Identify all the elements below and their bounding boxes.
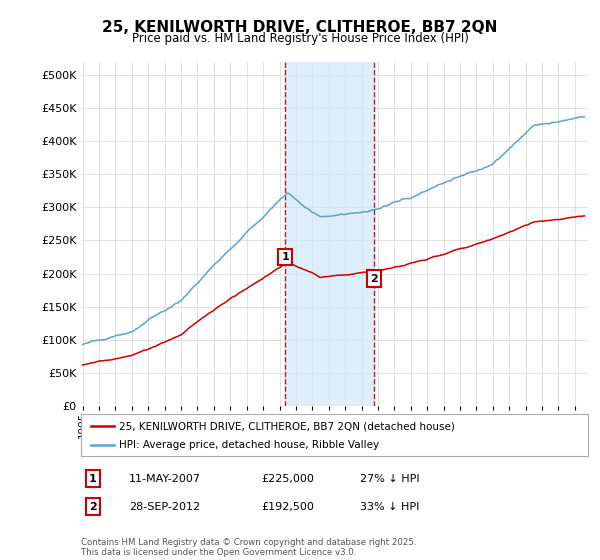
Bar <box>286 62 374 406</box>
Text: Price paid vs. HM Land Registry's House Price Index (HPI): Price paid vs. HM Land Registry's House … <box>131 32 469 45</box>
Text: 2: 2 <box>370 273 378 283</box>
Text: £225,000: £225,000 <box>261 474 314 484</box>
Text: 11-MAY-2007: 11-MAY-2007 <box>129 474 201 484</box>
Text: Contains HM Land Registry data © Crown copyright and database right 2025.
This d: Contains HM Land Registry data © Crown c… <box>81 538 416 557</box>
Text: 27% ↓ HPI: 27% ↓ HPI <box>360 474 419 484</box>
Text: 25, KENILWORTH DRIVE, CLITHEROE, BB7 2QN: 25, KENILWORTH DRIVE, CLITHEROE, BB7 2QN <box>103 20 497 35</box>
Text: HPI: Average price, detached house, Ribble Valley: HPI: Average price, detached house, Ribb… <box>119 440 379 450</box>
Text: 33% ↓ HPI: 33% ↓ HPI <box>360 502 419 512</box>
Text: 2: 2 <box>89 502 97 512</box>
Text: £192,500: £192,500 <box>261 502 314 512</box>
Text: 25, KENILWORTH DRIVE, CLITHEROE, BB7 2QN (detached house): 25, KENILWORTH DRIVE, CLITHEROE, BB7 2QN… <box>119 421 455 431</box>
Text: 1: 1 <box>281 252 289 262</box>
Text: 1: 1 <box>89 474 97 484</box>
Text: 28-SEP-2012: 28-SEP-2012 <box>129 502 200 512</box>
